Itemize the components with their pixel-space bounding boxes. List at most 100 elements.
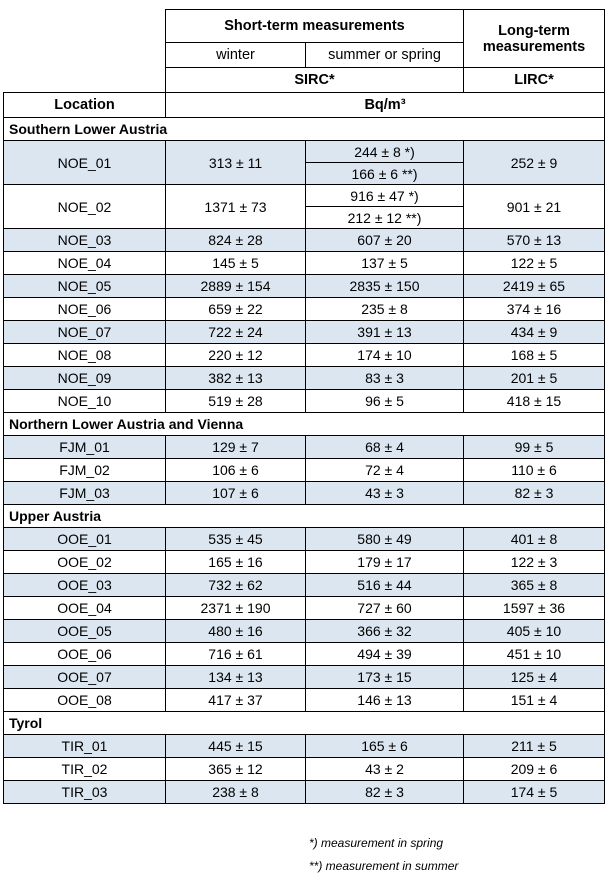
lirc-cell: 405 ± 10 xyxy=(463,619,605,643)
footnote-spring: *) measurement in spring xyxy=(309,836,444,850)
section-row: Upper Austria xyxy=(3,504,605,528)
table-row: NOE_10 519 ± 28 96 ± 5 418 ± 15 xyxy=(3,389,605,413)
lirc-cell: 110 ± 6 xyxy=(463,458,605,482)
winter-cell: 480 ± 16 xyxy=(165,619,306,643)
summer-cell: 146 ± 13 xyxy=(305,688,464,712)
table-row: NOE_01 313 ± 11 244 ± 8 *) 252 ± 9 xyxy=(3,140,605,185)
winter-cell: 238 ± 8 xyxy=(165,780,306,804)
table-row: OOE_07 134 ± 13 173 ± 15 125 ± 4 xyxy=(3,665,605,689)
blank-corner xyxy=(4,10,166,93)
location-cell: OOE_06 xyxy=(3,642,166,666)
location-cell: NOE_06 xyxy=(3,297,166,321)
summer-cell: 72 ± 4 xyxy=(305,458,464,482)
summer-cell: 137 ± 5 xyxy=(305,251,464,275)
winter-cell: 134 ± 13 xyxy=(165,665,306,689)
table-row: TIR_02 365 ± 12 43 ± 2 209 ± 6 xyxy=(3,757,605,781)
location-cell: NOE_08 xyxy=(3,343,166,367)
table-row: TIR_01 445 ± 15 165 ± 6 211 ± 5 xyxy=(3,734,605,758)
winter-cell: 107 ± 6 xyxy=(165,481,306,505)
table-body: Southern Lower Austria NOE_01 313 ± 11 244 … xyxy=(3,117,605,804)
table-row: OOE_02 165 ± 16 179 ± 17 122 ± 3 xyxy=(3,550,605,574)
summer-cell: 391 ± 13 xyxy=(305,320,464,344)
location-cell: TIR_03 xyxy=(3,780,166,804)
lirc-cell: 1597 ± 36 xyxy=(463,596,605,620)
section-row: Northern Lower Austria and Vienna xyxy=(3,412,605,436)
lirc-cell: 174 ± 5 xyxy=(463,780,605,804)
table-row: OOE_06 716 ± 61 494 ± 39 451 ± 10 xyxy=(3,642,605,666)
section-title: Upper Austria xyxy=(3,504,605,528)
lirc-cell: 122 ± 3 xyxy=(463,550,605,574)
lirc-cell: 122 ± 5 xyxy=(463,251,605,275)
table-row: NOE_02 1371 ± 73 916 ± 47 *) 901 ± 21 xyxy=(3,184,605,229)
location-cell: TIR_02 xyxy=(3,757,166,781)
winter-cell: 129 ± 7 xyxy=(165,435,306,459)
summer-cell: 244 ± 8 *) xyxy=(305,140,464,163)
section-title: Southern Lower Austria xyxy=(3,117,605,141)
footnote-summer: **) measurement in summer xyxy=(309,859,459,873)
location-cell: NOE_02 xyxy=(3,184,166,229)
table-row: FJM_03 107 ± 6 43 ± 3 82 ± 3 xyxy=(3,481,605,505)
lirc-cell: 82 ± 3 xyxy=(463,481,605,505)
table-row: NOE_03 824 ± 28 607 ± 20 570 ± 13 xyxy=(3,228,605,252)
lirc-cell: 252 ± 9 xyxy=(463,140,605,185)
location-cell: OOE_04 xyxy=(3,596,166,620)
winter-cell: 445 ± 15 xyxy=(165,734,306,758)
location-header: Location xyxy=(3,92,166,118)
lirc-cell: 401 ± 8 xyxy=(463,527,605,551)
section-title: Tyrol xyxy=(3,711,605,735)
winter-cell: 722 ± 24 xyxy=(165,320,306,344)
winter-cell: 2889 ± 154 xyxy=(165,274,306,298)
unit-header: Bq/m³ xyxy=(165,92,605,118)
location-cell: FJM_03 xyxy=(3,481,166,505)
location-cell: NOE_05 xyxy=(3,274,166,298)
table-row: NOE_07 722 ± 24 391 ± 13 434 ± 9 xyxy=(3,320,605,344)
summer-cell: 68 ± 4 xyxy=(305,435,464,459)
winter-header: winter xyxy=(165,42,306,68)
table-row: FJM_01 129 ± 7 68 ± 4 99 ± 5 xyxy=(3,435,605,459)
section-row: Tyrol xyxy=(3,711,605,735)
table-row: TIR_03 238 ± 8 82 ± 3 174 ± 5 xyxy=(3,780,605,804)
location-cell: NOE_07 xyxy=(3,320,166,344)
table-row: OOE_01 535 ± 45 580 ± 49 401 ± 8 xyxy=(3,527,605,551)
location-cell: NOE_09 xyxy=(3,366,166,390)
sirc-header: SIRC* xyxy=(165,67,464,93)
location-cell: OOE_07 xyxy=(3,665,166,689)
summer-cell: 607 ± 20 xyxy=(305,228,464,252)
summer-cell: 96 ± 5 xyxy=(305,389,464,413)
summer-cell: 82 ± 3 xyxy=(305,780,464,804)
location-cell: NOE_04 xyxy=(3,251,166,275)
location-cell: OOE_01 xyxy=(3,527,166,551)
location-cell: FJM_02 xyxy=(3,458,166,482)
table-row: OOE_03 732 ± 62 516 ± 44 365 ± 8 xyxy=(3,573,605,597)
winter-cell: 1371 ± 73 xyxy=(165,184,306,229)
winter-cell: 824 ± 28 xyxy=(165,228,306,252)
lirc-cell: 365 ± 8 xyxy=(463,573,605,597)
summer-cell: 916 ± 47 *) xyxy=(305,184,464,207)
summer-cell: 83 ± 3 xyxy=(305,366,464,390)
table-row: NOE_08 220 ± 12 174 ± 10 168 ± 5 xyxy=(3,343,605,367)
summer-cell: 174 ± 10 xyxy=(305,343,464,367)
location-cell: OOE_08 xyxy=(3,688,166,712)
lirc-header: LIRC* xyxy=(463,67,605,93)
table-row: OOE_05 480 ± 16 366 ± 32 405 ± 10 xyxy=(3,619,605,643)
winter-cell: 365 ± 12 xyxy=(165,757,306,781)
table-row: NOE_06 659 ± 22 235 ± 8 374 ± 16 xyxy=(3,297,605,321)
summer-cell: 43 ± 2 xyxy=(305,757,464,781)
table-row: 166 ± 6 **) xyxy=(4,162,605,185)
summer-cell: 580 ± 49 xyxy=(305,527,464,551)
summer-cell: 173 ± 15 xyxy=(305,665,464,689)
lirc-cell: 451 ± 10 xyxy=(463,642,605,666)
winter-cell: 417 ± 37 xyxy=(165,688,306,712)
winter-cell: 519 ± 28 xyxy=(165,389,306,413)
lirc-cell: 570 ± 13 xyxy=(463,228,605,252)
location-cell: TIR_01 xyxy=(3,734,166,758)
lirc-cell: 168 ± 5 xyxy=(463,343,605,367)
lirc-cell: 901 ± 21 xyxy=(463,184,605,229)
location-cell: OOE_05 xyxy=(3,619,166,643)
lirc-cell: 125 ± 4 xyxy=(463,665,605,689)
winter-cell: 2371 ± 190 xyxy=(165,596,306,620)
winter-cell: 716 ± 61 xyxy=(165,642,306,666)
table-row: OOE_08 417 ± 37 146 ± 13 151 ± 4 xyxy=(3,688,605,712)
winter-cell: 145 ± 5 xyxy=(165,251,306,275)
summer-cell: 212 ± 12 **) xyxy=(305,206,464,229)
